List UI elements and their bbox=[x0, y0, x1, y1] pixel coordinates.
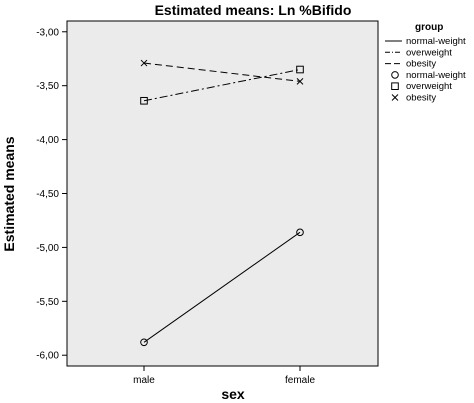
legend-marker-swatch bbox=[391, 71, 399, 79]
y-axis-title: Estimated means bbox=[1, 136, 17, 251]
x-axis: male female bbox=[133, 366, 315, 386]
x-tick-label: male bbox=[133, 375, 155, 386]
y-tick-label: -4,00 bbox=[36, 135, 59, 146]
plot-area bbox=[66, 20, 379, 367]
series-line-obesity bbox=[143, 62, 301, 82]
y-tick-label: -3,50 bbox=[36, 81, 59, 92]
y-tick-label: -5,50 bbox=[36, 297, 59, 308]
data-point-obesity bbox=[296, 78, 304, 85]
legend-label: overweight bbox=[406, 81, 452, 92]
series-line-normal-weight bbox=[143, 231, 301, 343]
legend-marker-swatch bbox=[391, 94, 399, 101]
y-tick-label: -3,00 bbox=[36, 27, 59, 38]
x-axis-title: sex bbox=[221, 386, 245, 402]
legend-label: obesity bbox=[406, 93, 436, 104]
series-lines bbox=[143, 62, 301, 343]
legend-label: obesity bbox=[406, 59, 436, 70]
legend-label: overweight bbox=[406, 47, 452, 58]
legend-title: group bbox=[415, 22, 443, 33]
y-tick-label: -6,00 bbox=[36, 351, 59, 362]
y-tick-label: -5,00 bbox=[36, 243, 59, 254]
chart-title: Estimated means: Ln %Bifido bbox=[155, 2, 352, 18]
series-markers bbox=[140, 59, 304, 347]
data-point-obesity bbox=[140, 59, 148, 67]
legend: group normal-weightoverweightobesitynorm… bbox=[385, 22, 466, 104]
y-tick-label: -4,50 bbox=[36, 189, 59, 200]
y-axis: -3,00 -3,50 -4,00 -4,50 -5,00 -5,50 -6,00 bbox=[36, 27, 67, 362]
legend-label: normal-weight bbox=[406, 36, 466, 47]
series-line-overweight bbox=[143, 69, 301, 102]
data-point-normal-weight bbox=[140, 338, 148, 347]
legend-marker-swatch bbox=[391, 82, 399, 91]
data-point-normal-weight bbox=[296, 228, 304, 237]
data-point-overweight bbox=[140, 96, 148, 105]
legend-label: normal-weight bbox=[406, 70, 466, 81]
x-tick-label: female bbox=[285, 375, 315, 386]
data-point-overweight bbox=[296, 65, 304, 74]
